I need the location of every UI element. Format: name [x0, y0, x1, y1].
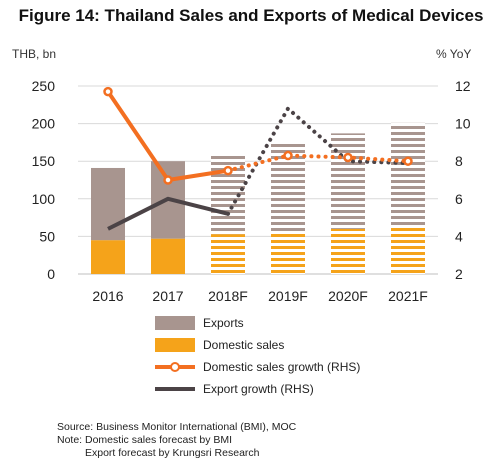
category-label: 2019F [268, 288, 308, 304]
left-tick-label: 150 [32, 153, 56, 169]
legend-swatch-export-growth [155, 382, 195, 396]
legend-label-export-growth: Export growth (RHS) [203, 382, 314, 396]
domestic-growth-point [103, 86, 113, 97]
legend-swatch-domestic-growth [155, 360, 195, 374]
legend-label-domestic-growth: Domestic sales growth (RHS) [203, 360, 361, 374]
bars [91, 122, 425, 274]
bar-domestic-sales [271, 232, 305, 274]
note-line-2: Export forecast by Krungsri Research [85, 447, 260, 459]
left-tick-label: 100 [32, 191, 56, 207]
domestic-growth-point [343, 152, 353, 163]
bar-domestic-sales [391, 227, 425, 274]
legend-item-exports: Exports [155, 312, 360, 334]
category-label: 2016 [92, 288, 123, 304]
bar-exports [91, 167, 125, 241]
domestic-growth-point [283, 150, 293, 161]
bar-exports [331, 133, 365, 229]
left-tick-label: 0 [47, 266, 55, 282]
bar-domestic-sales [211, 234, 245, 274]
left-tick-label: 200 [32, 116, 56, 132]
legend: Exports Domestic sales Domestic sales gr… [155, 312, 360, 400]
legend-swatch-exports [155, 316, 195, 330]
category-label: 2018F [208, 288, 248, 304]
chart-title: Figure 14: Thailand Sales and Exports of… [18, 6, 484, 25]
legend-swatch-domestic [155, 338, 195, 352]
bar-domestic-sales [91, 240, 125, 274]
left-tick-label: 250 [32, 78, 56, 94]
left-tick-label: 50 [39, 228, 55, 244]
source-notes: Source: Business Monitor International (… [57, 421, 296, 460]
legend-item-domestic-growth: Domestic sales growth (RHS) [155, 356, 360, 378]
right-axis-unit: % YoY [436, 47, 472, 61]
bar-domestic-sales [151, 238, 185, 274]
gridlines [78, 85, 438, 275]
chart-plot: 0 50 100 150 200 250 2 4 6 8 10 12 2016 2017 2018F 2019… [32, 78, 471, 304]
bar-domestic-sales [331, 228, 365, 274]
note-line-1: Note: Domestic sales forecast by BMI [57, 434, 233, 446]
legend-item-domestic: Domestic sales [155, 334, 360, 356]
legend-label-exports: Exports [203, 316, 244, 330]
right-tick-label: 12 [455, 78, 471, 94]
category-label: 2017 [152, 288, 183, 304]
right-tick-label: 2 [455, 266, 463, 282]
left-axis-unit: THB, bn [12, 47, 57, 61]
right-tick-label: 6 [455, 191, 463, 207]
category-label: 2020F [328, 288, 368, 304]
domestic-growth-point [223, 165, 233, 176]
legend-label-domestic: Domestic sales [203, 338, 285, 352]
tick-labels: 0 50 100 150 200 250 2 4 6 8 10 12 2016 2017 2018F 2019… [32, 78, 471, 304]
domestic-growth-point [403, 156, 413, 166]
export-growth-line-actual [107, 196, 229, 231]
right-tick-label: 10 [455, 116, 471, 132]
category-label: 2021F [388, 288, 428, 304]
lines [103, 86, 413, 231]
right-tick-label: 4 [455, 228, 463, 244]
domestic-growth-line-forecast [226, 153, 410, 173]
domestic-growth-point [163, 175, 173, 185]
right-tick-label: 8 [455, 153, 463, 169]
legend-item-export-growth: Export growth (RHS) [155, 378, 360, 400]
source-line: Source: Business Monitor International (… [57, 421, 297, 433]
bar-exports [391, 122, 425, 228]
